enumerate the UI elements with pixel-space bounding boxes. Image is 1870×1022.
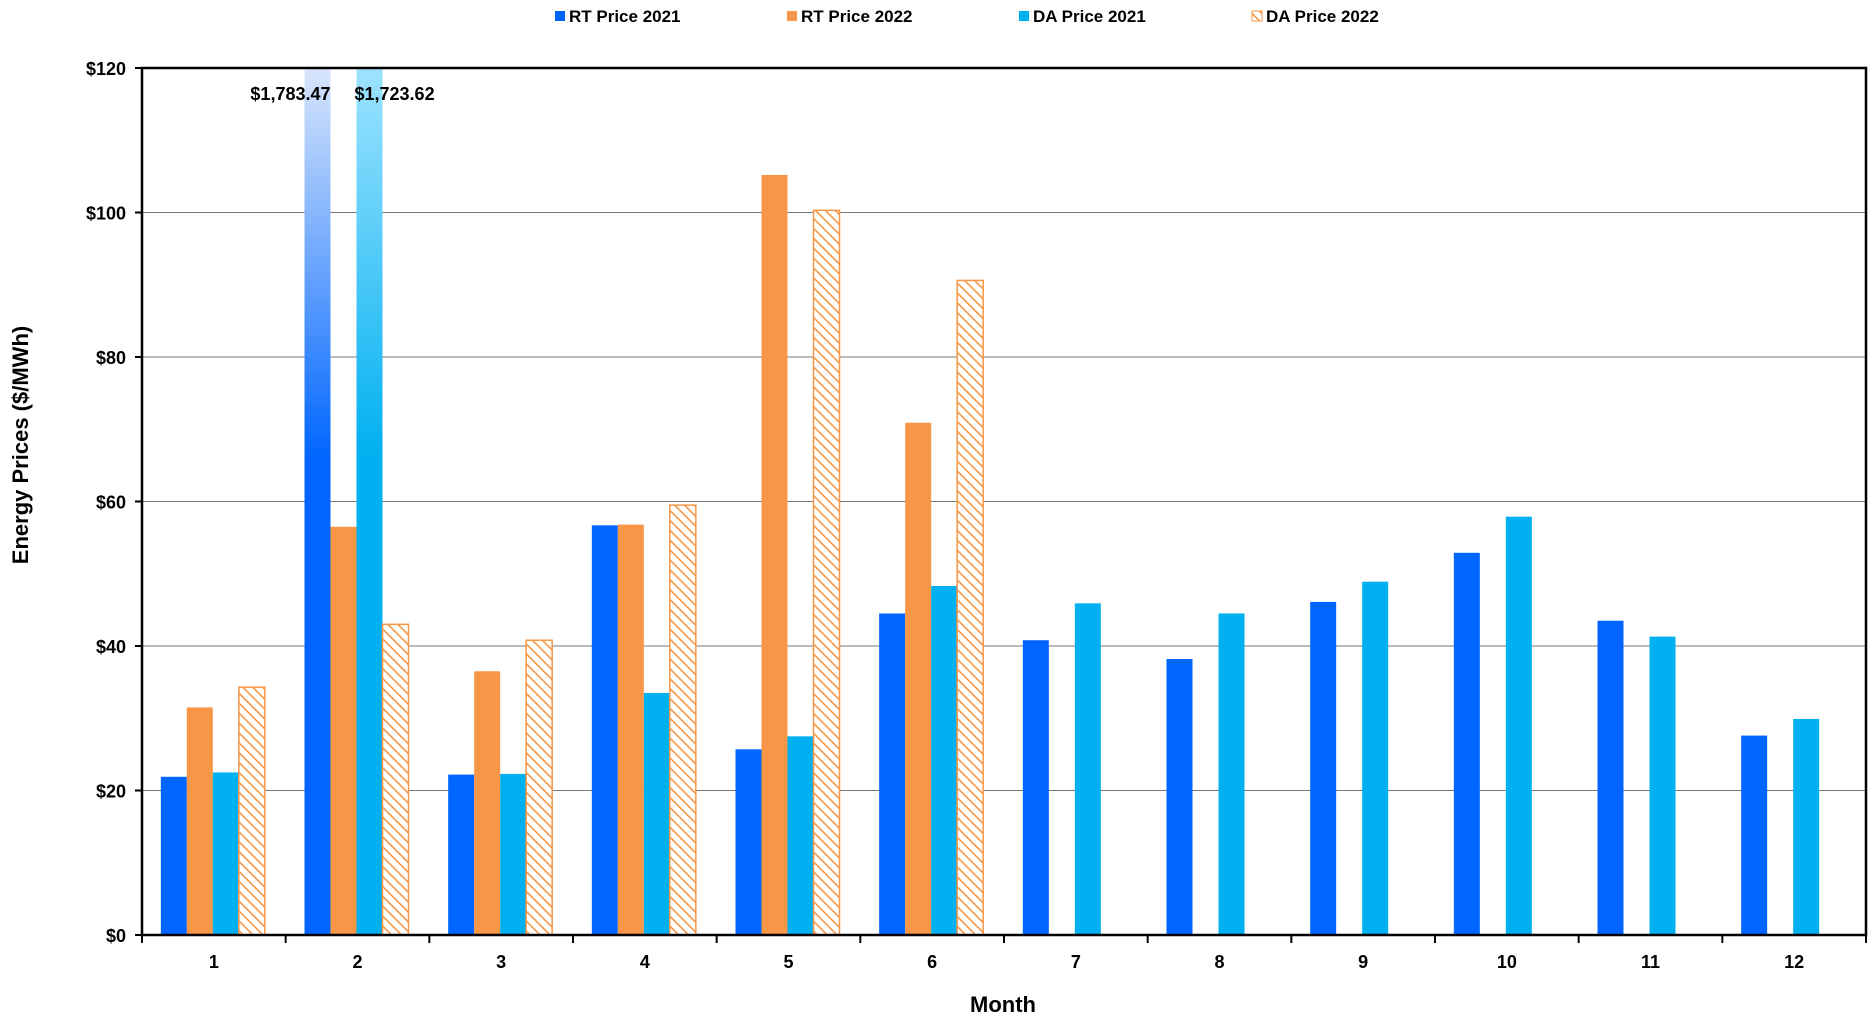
bar-rt-price-2021-month-2 xyxy=(304,68,331,935)
bar-rt-price-2021-month-10 xyxy=(1453,552,1480,935)
bar-da-price-2021-month-5 xyxy=(787,736,814,935)
y-tick-label: $40 xyxy=(96,637,126,657)
bar-rt-price-2022-month-3 xyxy=(474,671,501,935)
axes xyxy=(135,66,1868,943)
bar-da-price-2022-month-4 xyxy=(669,504,697,936)
x-tick-label: 1 xyxy=(209,952,219,972)
bar-da-price-2022-month-6 xyxy=(956,279,984,936)
annotations: $1,783.47 $1,723.62 xyxy=(250,84,434,104)
gridlines xyxy=(142,212,1866,791)
legend-swatch xyxy=(1251,10,1263,22)
x-tick-label: 5 xyxy=(783,952,793,972)
bar-rt-price-2021-month-4 xyxy=(591,525,618,935)
x-axis-title: Month xyxy=(970,992,1036,1017)
bar-rt-price-2021-month-6 xyxy=(879,613,906,935)
legend-swatch xyxy=(555,11,565,21)
y-tick-label: $0 xyxy=(106,926,126,946)
y-tick-label: $20 xyxy=(96,782,126,802)
bar-da-price-2021-month-9 xyxy=(1362,581,1389,935)
bar-da-price-2021-month-8 xyxy=(1218,613,1245,935)
bar-rt-price-2022-month-1 xyxy=(186,707,213,935)
y-tick-label: $80 xyxy=(96,348,126,368)
bar-rt-price-2021-month-3 xyxy=(448,774,475,935)
legend-label: DA Price 2022 xyxy=(1266,7,1379,26)
y-tick-label: $100 xyxy=(86,204,126,224)
bar-da-price-2022-month-3 xyxy=(525,639,553,936)
x-tick-label: 12 xyxy=(1784,952,1804,972)
x-tick-label: 9 xyxy=(1358,952,1368,972)
bar-rt-price-2021-month-1 xyxy=(160,776,187,935)
bar-rt-price-2021-month-7 xyxy=(1022,640,1049,935)
data-label: $1,783.47 xyxy=(250,84,330,104)
bar-rt-price-2021-month-5 xyxy=(735,749,762,935)
bar-da-price-2022-month-2 xyxy=(381,623,410,936)
legend-swatch xyxy=(1019,11,1029,21)
y-tick-labels: $0 $20 $40 $60 $80 $100 $120 xyxy=(86,59,126,946)
bar-rt-price-2022-month-2 xyxy=(330,526,357,935)
legend-label: DA Price 2021 xyxy=(1033,7,1146,26)
bar-da-price-2021-month-10 xyxy=(1505,516,1532,935)
bar-da-price-2021-month-2 xyxy=(356,68,383,935)
x-tick-labels: 1 2 3 4 5 6 7 8 9 10 11 12 xyxy=(209,952,1804,972)
bar-rt-price-2021-month-11 xyxy=(1597,620,1624,935)
x-tick-label: 11 xyxy=(1641,952,1660,972)
bar-rt-price-2021-month-8 xyxy=(1166,659,1193,935)
y-axis-title: Energy Prices ($/MWh) xyxy=(8,326,33,564)
bar-rt-price-2022-month-5 xyxy=(761,174,788,935)
x-tick-label: 2 xyxy=(352,952,362,972)
x-tick-label: 7 xyxy=(1071,952,1081,972)
y-tick-label: $60 xyxy=(96,493,126,513)
legend-label: RT Price 2021 xyxy=(569,7,681,26)
x-tick-label: 4 xyxy=(640,952,650,972)
bar-rt-price-2022-month-6 xyxy=(905,422,932,935)
data-label: $1,723.62 xyxy=(355,84,435,104)
bar-da-price-2022-month-1 xyxy=(238,686,266,936)
bar-rt-price-2021-month-12 xyxy=(1741,735,1768,935)
bar-da-price-2021-month-7 xyxy=(1074,603,1101,935)
x-tick-label: 3 xyxy=(496,952,506,972)
y-tick-label: $120 xyxy=(86,59,126,79)
bar-rt-price-2021-month-9 xyxy=(1310,601,1337,935)
legend: RT Price 2021 RT Price 2022 DA Price 2021 D… xyxy=(555,7,1379,26)
x-tick-label: 10 xyxy=(1497,952,1517,972)
legend-label: RT Price 2022 xyxy=(801,7,913,26)
bars-group xyxy=(160,68,1820,936)
bar-da-price-2022-month-5 xyxy=(812,209,841,936)
bar-da-price-2021-month-4 xyxy=(643,692,670,935)
bar-da-price-2021-month-1 xyxy=(212,772,239,935)
bar-da-price-2021-month-3 xyxy=(500,773,527,935)
bar-rt-price-2022-month-4 xyxy=(617,524,644,935)
bar-da-price-2021-month-11 xyxy=(1649,636,1676,935)
legend-swatch xyxy=(787,11,797,21)
x-tick-label: 8 xyxy=(1214,952,1224,972)
x-tick-label: 6 xyxy=(927,952,937,972)
bar-da-price-2021-month-12 xyxy=(1793,718,1820,935)
bar-da-price-2021-month-6 xyxy=(931,586,958,935)
